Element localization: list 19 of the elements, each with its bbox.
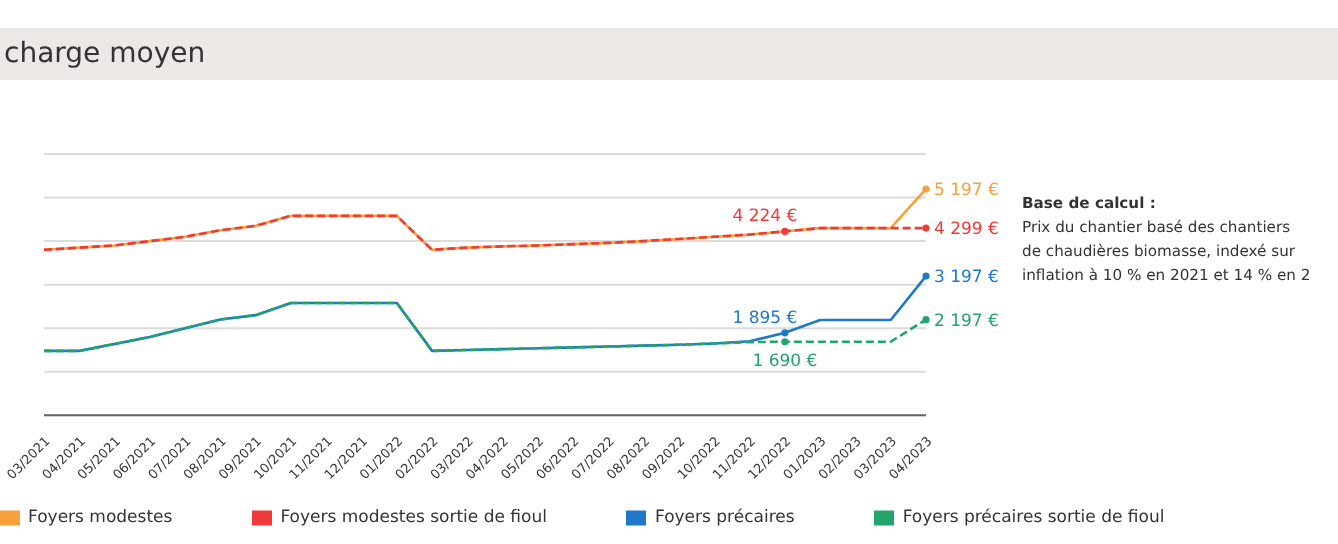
data-label: 1 690 €: [752, 351, 818, 372]
point: [781, 329, 789, 337]
legend-label: Foyers modestes: [28, 508, 173, 528]
data-label: 1 895 €: [732, 308, 798, 329]
legend-label: Foyers précaires sortie de fioul: [902, 508, 1165, 528]
legend-label: Foyers précaires: [654, 508, 795, 528]
data-label: 4 299 €: [934, 220, 999, 241]
point: [781, 227, 789, 235]
legend-label: Foyers modestes sortie de fioul: [280, 508, 547, 528]
data-label: 5 197 €: [934, 180, 999, 201]
data-label: 2 197 €: [934, 311, 999, 332]
data-label: 4 224 €: [732, 207, 798, 228]
data-label: 3 197 €: [934, 268, 999, 289]
point: [922, 272, 930, 280]
point: [922, 224, 930, 232]
point: [781, 338, 789, 346]
point: [922, 185, 930, 193]
point: [922, 316, 930, 324]
chart-title: charge moyen: [0, 28, 1338, 80]
